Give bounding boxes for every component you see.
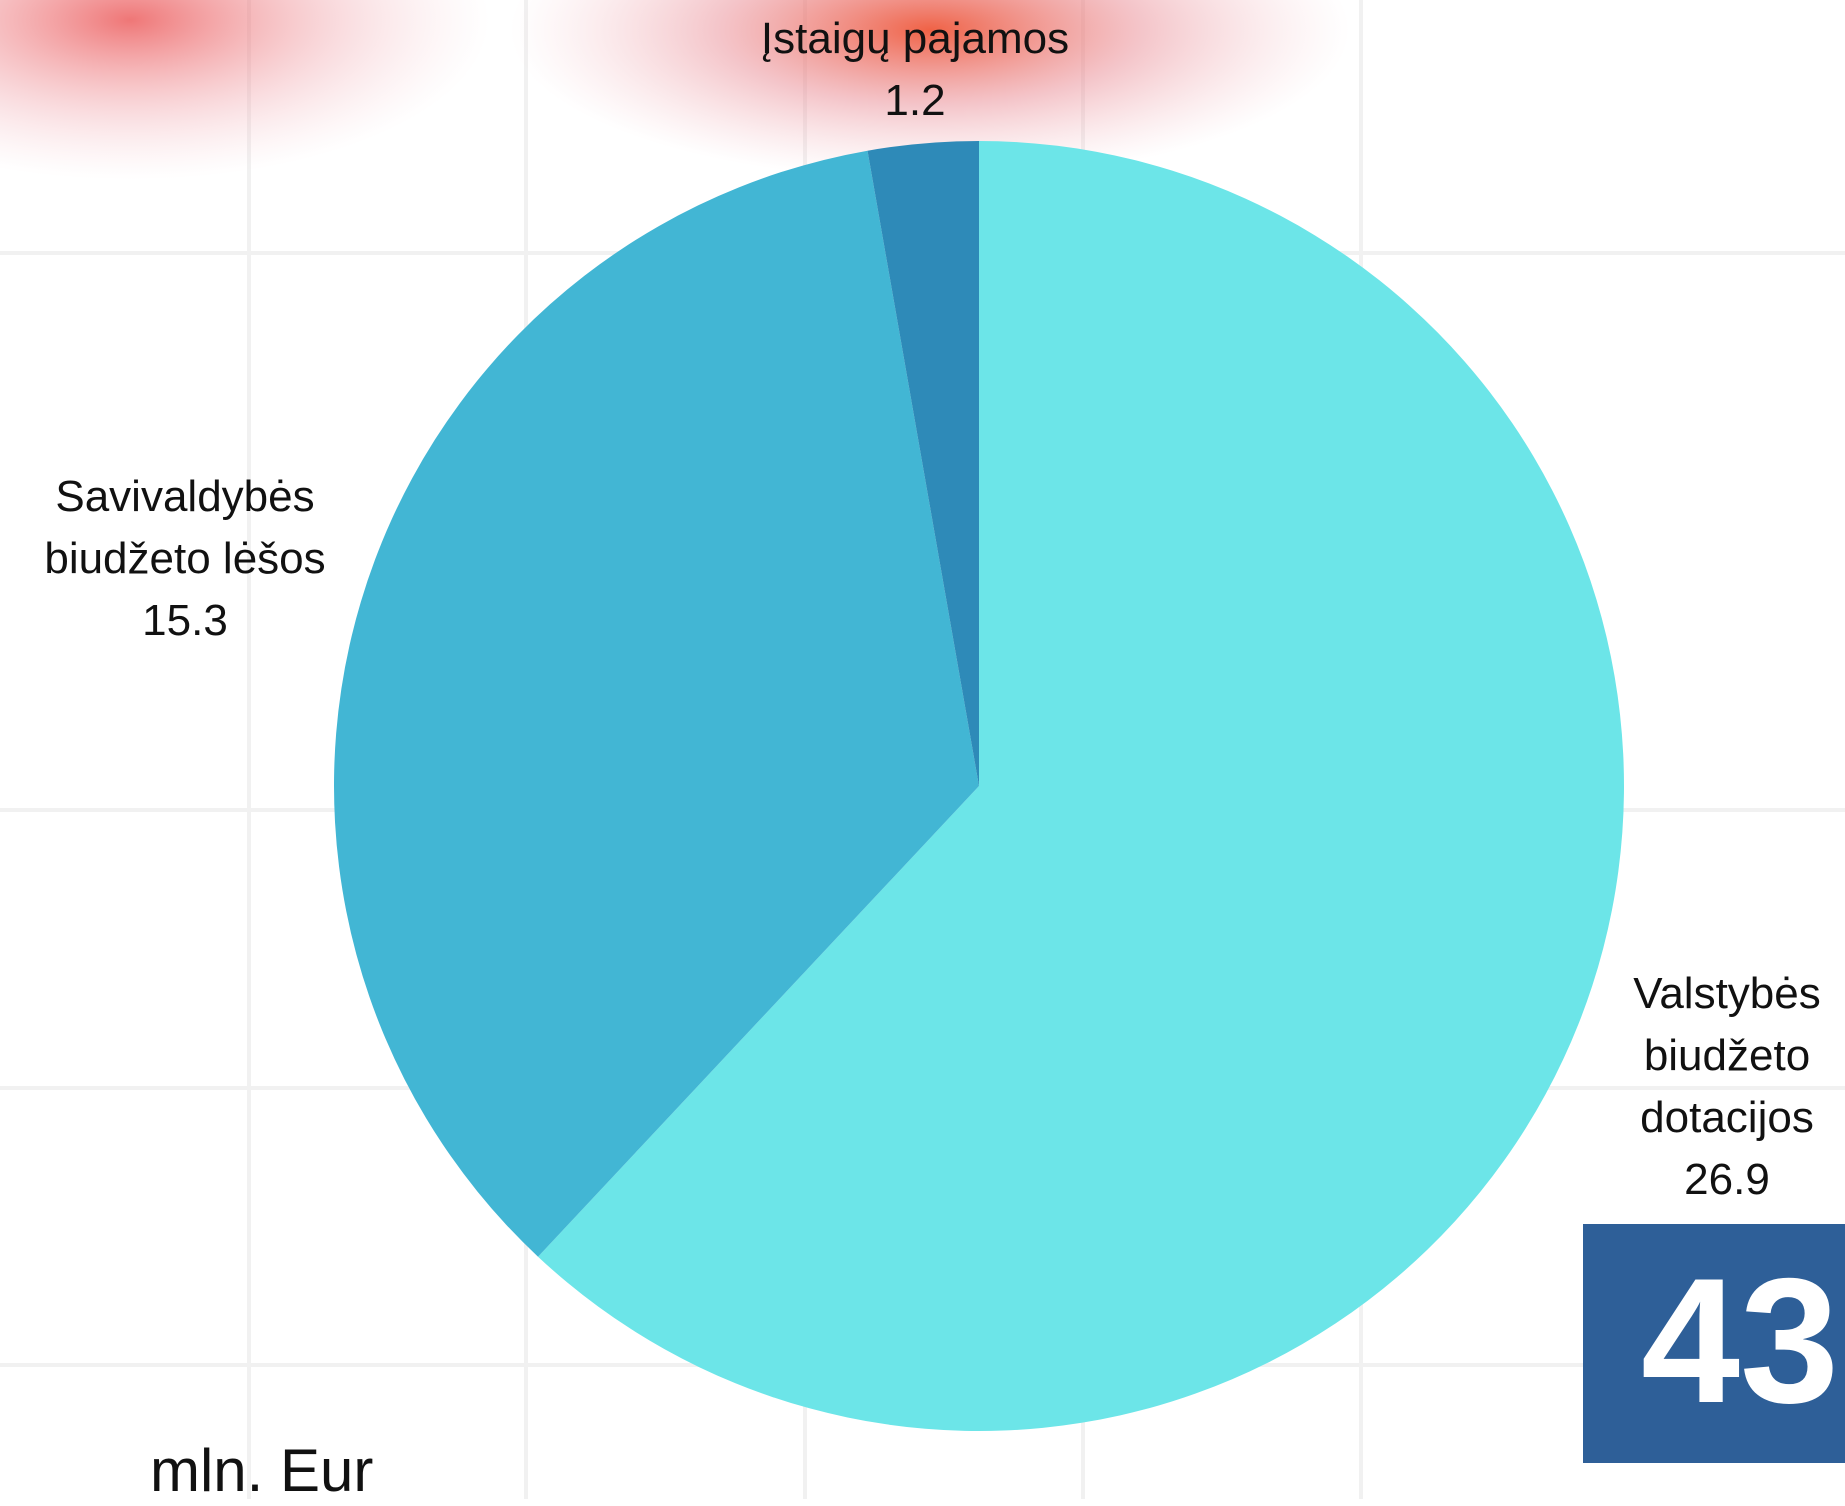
label-name: Įstaigų pajamos (760, 14, 1070, 63)
label-value: 26.9 (1684, 1155, 1770, 1204)
label-value: 1.2 (884, 76, 946, 125)
slice-label: Įstaigų pajamos 1.2 (665, 8, 1165, 132)
label-name: Valstybės biudžeto dotacijos (1633, 969, 1821, 1142)
total-box: 43 (1583, 1224, 1845, 1463)
pie-slice (334, 150, 979, 1257)
label-value: 15.3 (142, 596, 228, 645)
glow (510, 0, 1350, 180)
unit-label: mln. Eur (150, 1437, 374, 1504)
slice-label: Valstybės biudžeto dotacijos 26.9 (1612, 963, 1842, 1211)
total: 43 (1641, 1241, 1839, 1440)
glow (0, 0, 490, 180)
slice-label: Savivaldybės biudžeto lėšos 15.3 (20, 466, 350, 652)
label-name: Savivaldybės biudžeto lėšos (44, 472, 326, 583)
pie-slice (538, 141, 1624, 1431)
pie-slice (867, 141, 979, 786)
